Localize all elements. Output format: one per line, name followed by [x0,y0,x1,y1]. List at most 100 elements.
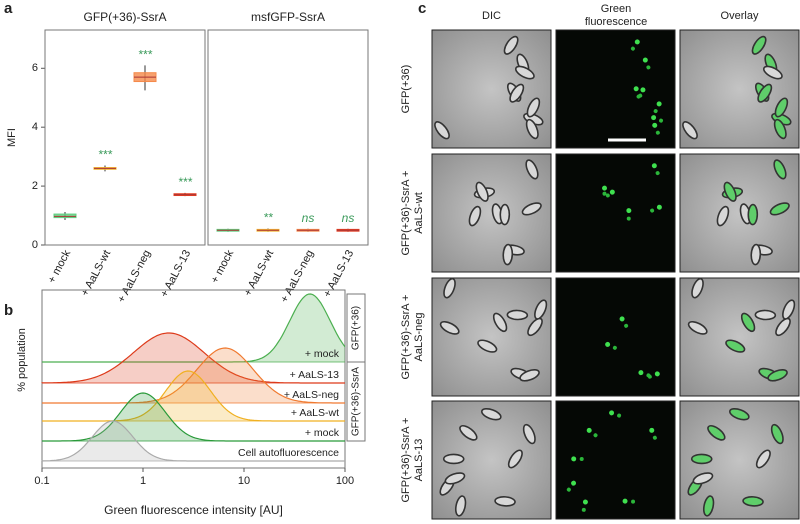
row-label: GFP(+36)-SsrA + AaLS-wt [400,170,425,256]
density-fill [42,371,345,421]
cell [454,495,467,517]
x-tick-label: + AaLS-13 [321,248,356,299]
fluor-spot [581,507,586,512]
cell [754,309,777,321]
micrograph [431,277,552,397]
fluor-spot [605,341,611,347]
cell [692,472,714,485]
fluor-spot [619,316,625,322]
micrograph-bg [555,153,676,273]
fluor-spot [652,435,657,440]
panel-letter: b [4,302,13,319]
fluor-spot [650,208,655,213]
cell [522,423,536,445]
fluor-spot [649,427,655,433]
cell [773,118,787,140]
cell [728,407,750,421]
x-tick-label: + AaLS-13 [158,248,193,299]
cell [762,65,783,80]
fluor-spot [659,118,664,123]
y-tick-label: 4 [32,121,38,133]
facet-frame [44,29,206,246]
group-box [346,361,366,442]
cell [521,202,542,216]
cell [459,424,478,441]
cell [526,97,541,118]
significance-label: *** [178,175,192,189]
x-tick-label: 10 [238,475,250,487]
cell [690,453,713,465]
fluor-spot [638,370,644,376]
fluor-spot [617,413,622,418]
cell [514,65,535,80]
column-header: Green fluorescence [584,3,648,28]
panel-letter: a [4,0,13,17]
fluor-spot [571,480,577,486]
y-tick-label: 6 [32,62,38,74]
cell [492,312,508,333]
y-axis-label: MFI [6,128,18,147]
column-header: DIC [482,10,501,22]
micrograph [431,153,552,273]
cell [444,472,466,485]
box [53,213,77,219]
cell [747,203,759,226]
cell [502,243,514,266]
fluor-spot [609,189,615,195]
fluor-spot [651,163,657,169]
cell [775,317,791,337]
cell [525,118,539,140]
micrograph [431,29,552,149]
density-fill [42,333,345,383]
x-tick-label: 100 [336,475,354,487]
cell [740,312,756,333]
cell [742,496,764,507]
density-fill [42,421,345,461]
x-tick-label: + AaLS-wt [242,248,276,298]
fluor-spot [579,456,584,461]
fluor-spot [582,499,588,505]
fluor-spot [640,87,646,93]
fluor-spot [630,46,635,51]
panel-letter: c [418,0,426,17]
cell [475,181,489,202]
fluor-spot [605,193,610,198]
cell [527,317,543,337]
cell [442,453,465,465]
significance-label: *** [98,148,112,162]
facet-frame [207,29,369,246]
cell [439,320,460,335]
fluor-spot [642,57,648,63]
micrograph [431,400,552,520]
series-label: + mock [305,348,340,360]
cell [687,320,708,335]
y-tick-label: 2 [32,180,38,192]
cell [757,83,773,103]
cell [682,121,698,140]
series-label: + AaLS-wt [291,407,339,419]
x-tick-label: + AaLS-neg [115,248,153,305]
cell [755,449,771,469]
fluor-spot [631,499,636,504]
fluor-spot [652,122,658,128]
cell [774,97,789,118]
cell [750,243,762,266]
fluor-spot [566,487,571,492]
cell [725,339,746,353]
series-label: + AaLS-neg [284,389,339,401]
fluor-spot [626,208,632,214]
micrograph [679,400,800,520]
column-header: Overlay [720,10,759,22]
row-label: GFP(+36)-SsrA + AaLS-neg [400,294,425,380]
fluor-spot [609,410,615,416]
x-tick-label: + AaLS-wt [79,248,113,298]
micrograph-bg [555,277,676,397]
fluor-spot [656,204,662,210]
density-fill [42,294,345,362]
fluor-spot [571,456,577,462]
cell [782,299,796,320]
fluor-spot [656,101,662,107]
cell [716,205,730,227]
cell [751,35,767,55]
